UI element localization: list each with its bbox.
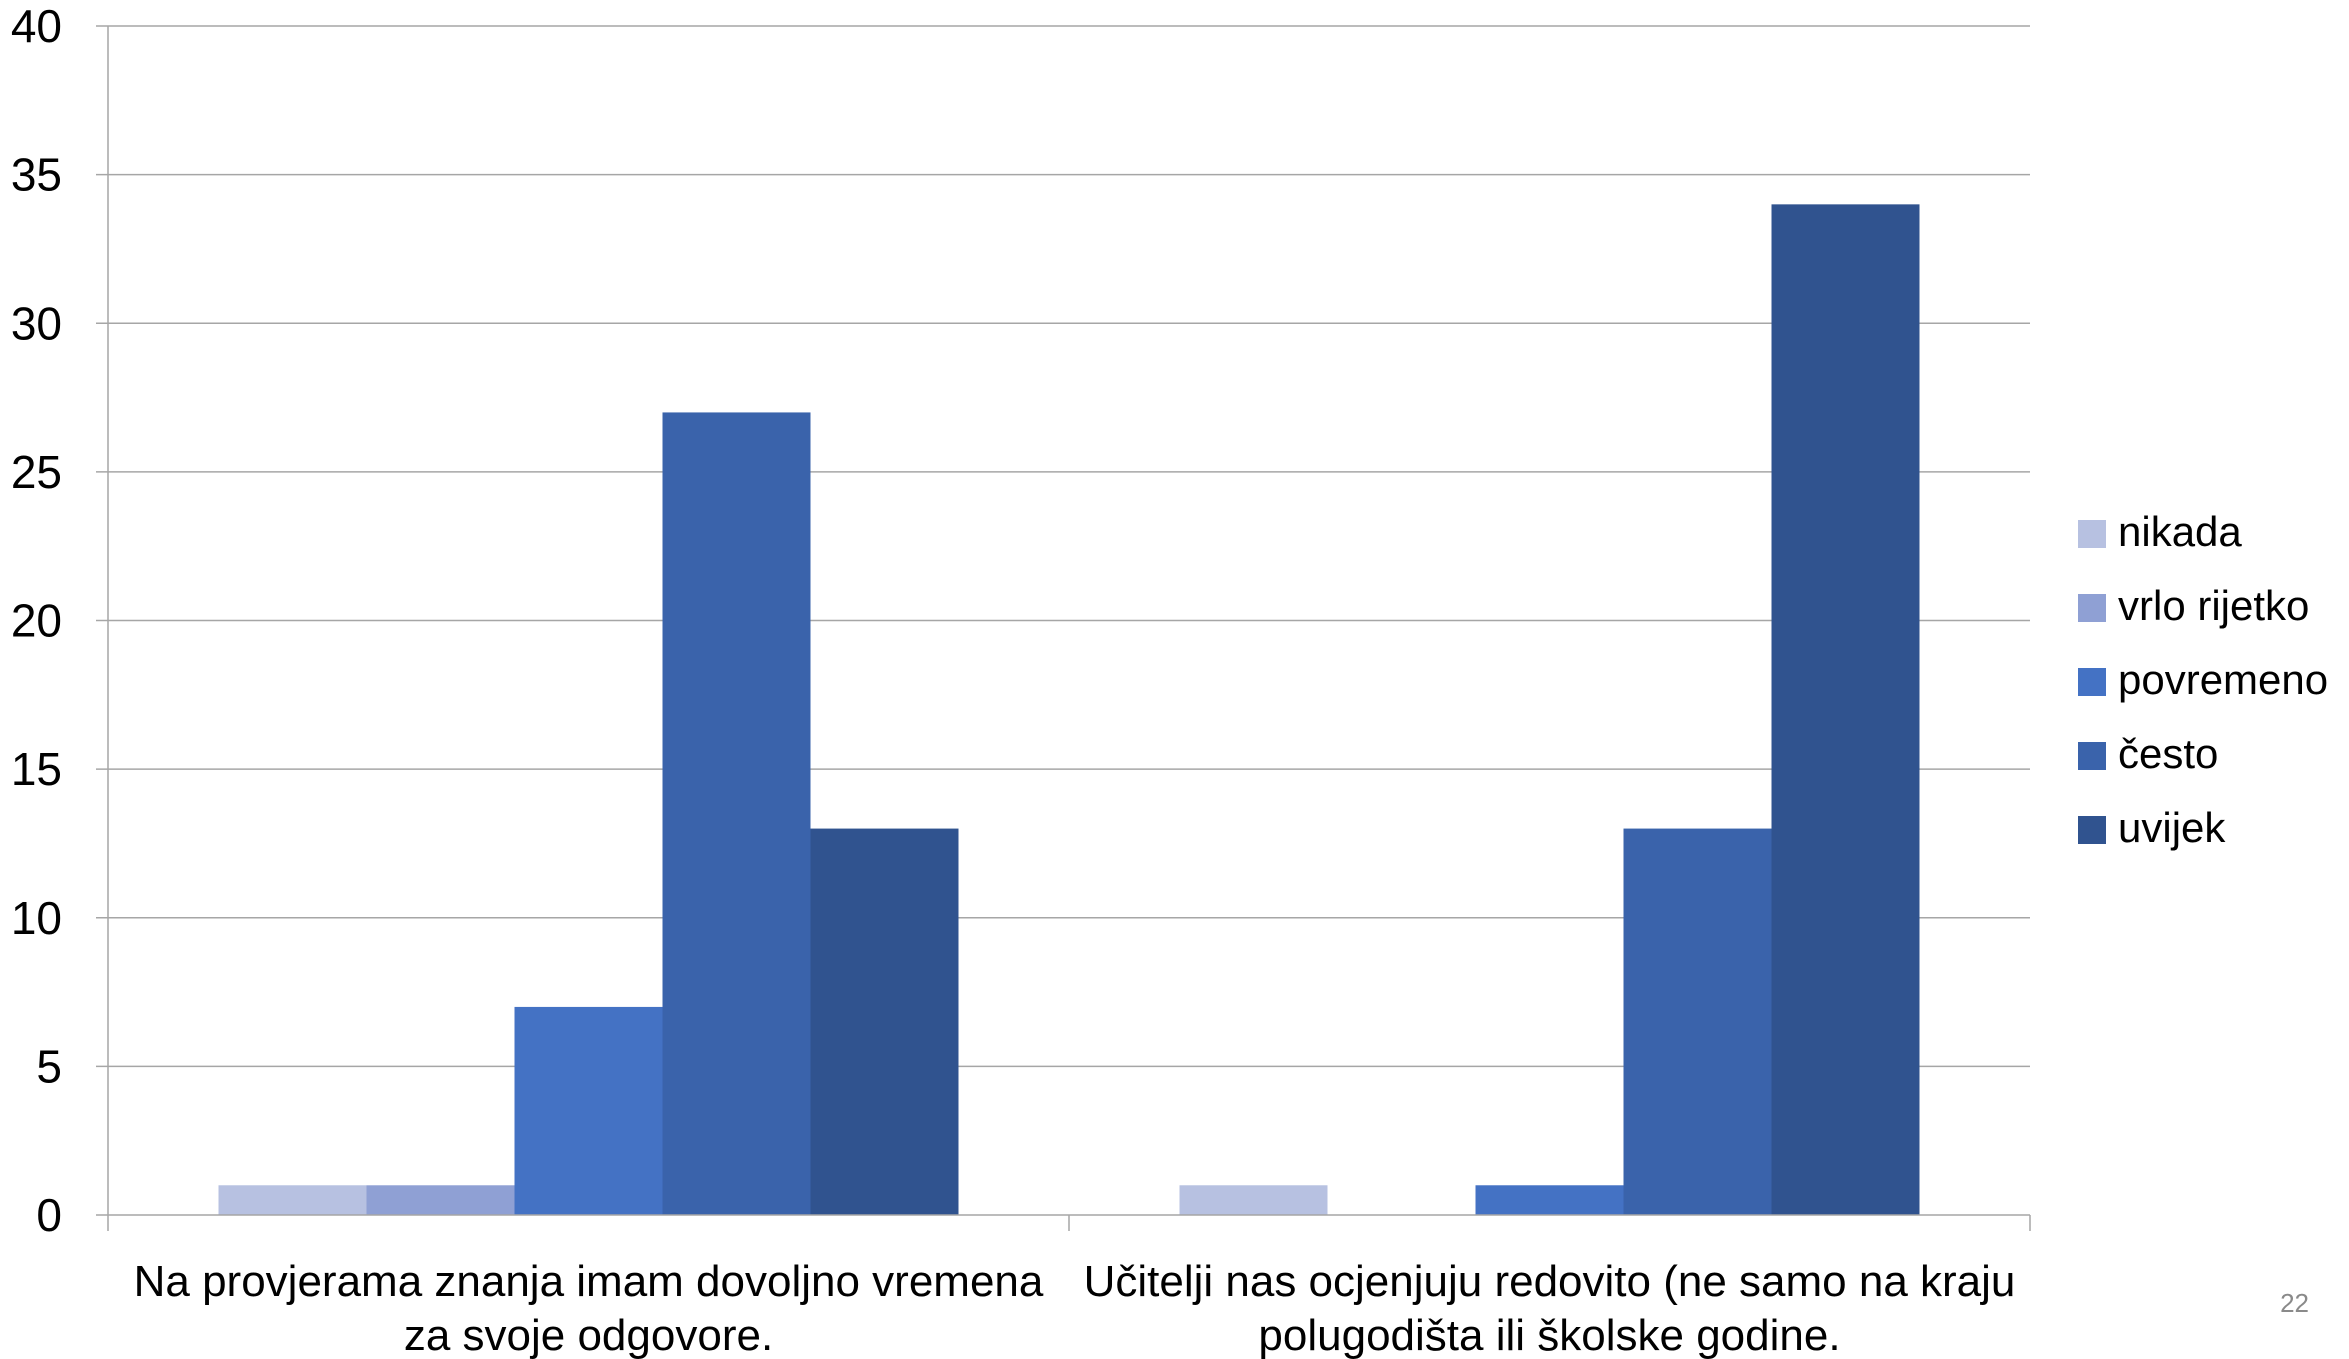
bar [810, 828, 959, 1215]
y-tick-label: 40 [11, 0, 62, 52]
legend: nikada vrlo rijetko povremeno često uvijek [2078, 508, 2328, 851]
y-tick-label: 25 [11, 446, 62, 498]
legend-label: često [2118, 730, 2218, 777]
category-label: Učitelji nas ocjenjuju redovito (ne samo… [1084, 1257, 2016, 1306]
x-axis: Na provjerama znanja imam dovoljno vreme… [107, 1214, 2031, 1359]
page-number: 22 [2280, 1288, 2309, 1318]
y-tick-label: 0 [36, 1189, 62, 1241]
bar [1179, 1185, 1328, 1215]
y-axis: 0 5 10 15 20 25 30 35 40 [11, 0, 109, 1241]
legend-label: povremeno [2118, 656, 2328, 703]
y-tick-label: 35 [11, 149, 62, 201]
y-tick-label: 5 [36, 1040, 62, 1092]
y-tick-label: 10 [11, 892, 62, 944]
bar [218, 1185, 367, 1215]
category-label: za svoje odgovore. [404, 1311, 773, 1359]
legend-label: uvijek [2118, 804, 2226, 851]
legend-swatch [2078, 668, 2106, 696]
legend-swatch [2078, 816, 2106, 844]
bar [1771, 204, 1920, 1216]
bar [366, 1185, 515, 1215]
legend-label: vrlo rijetko [2118, 582, 2309, 629]
bar [1623, 828, 1772, 1215]
category-label: Na provjerama znanja imam dovoljno vreme… [134, 1257, 1044, 1306]
y-tick-label: 15 [11, 743, 62, 795]
bar [514, 1006, 663, 1215]
y-tick-label: 20 [11, 595, 62, 647]
bar [662, 412, 811, 1215]
legend-swatch [2078, 520, 2106, 548]
category-label: polugodišta ili školske godine. [1258, 1311, 1840, 1359]
y-tick-label: 30 [11, 297, 62, 349]
bar [1475, 1185, 1624, 1215]
legend-swatch [2078, 742, 2106, 770]
bars [218, 204, 1920, 1216]
gridlines [108, 25, 2030, 1068]
legend-swatch [2078, 594, 2106, 622]
legend-label: nikada [2118, 508, 2242, 555]
